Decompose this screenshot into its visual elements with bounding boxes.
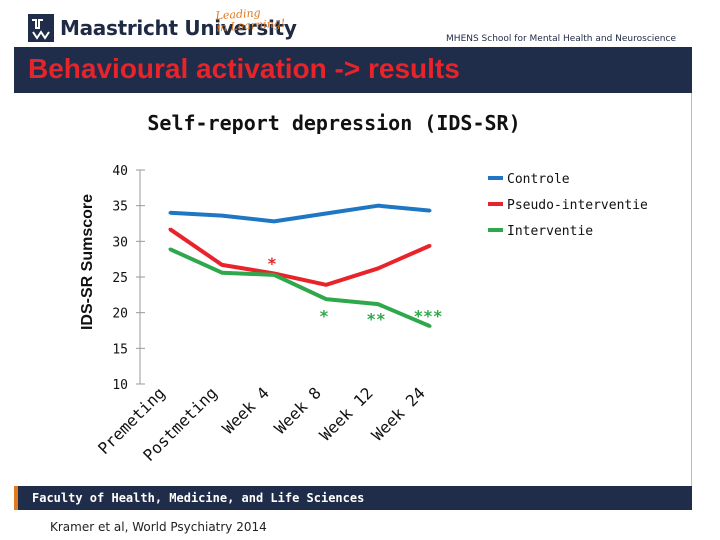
data-point bbox=[272, 219, 276, 223]
y-tick-label: 40 bbox=[112, 164, 128, 179]
y-tick-label: 20 bbox=[112, 307, 128, 322]
x-tick-label: Week 12 bbox=[316, 383, 377, 444]
y-tick-label: 25 bbox=[112, 271, 128, 286]
y-tick-label: 15 bbox=[112, 342, 128, 357]
university-logo bbox=[28, 14, 54, 42]
series-line-1 bbox=[168, 227, 431, 287]
school-name: MHENS School for Mental Health and Neuro… bbox=[446, 34, 676, 44]
footer-accent bbox=[14, 486, 18, 510]
data-point bbox=[376, 204, 380, 208]
significance-marker: * bbox=[319, 307, 329, 326]
university-name: Maastricht University bbox=[60, 16, 297, 40]
x-tick-label: Week 4 bbox=[219, 383, 273, 437]
significance-marker: ** bbox=[366, 310, 385, 329]
slide-title: Behavioural activation -> results bbox=[28, 53, 460, 84]
divider bbox=[691, 93, 692, 490]
y-tick-label: 30 bbox=[112, 235, 128, 250]
series-line-2 bbox=[169, 247, 431, 329]
citation: Kramer et al, World Psychiatry 2014 bbox=[50, 520, 267, 534]
series-line-0 bbox=[169, 203, 431, 224]
data-point bbox=[220, 263, 224, 267]
y-tick-label: 10 bbox=[112, 378, 128, 393]
data-point bbox=[168, 227, 172, 231]
data-point bbox=[324, 297, 328, 301]
y-axis-label: IDS-SR Sumscore bbox=[79, 194, 96, 330]
footer-bar bbox=[14, 486, 692, 510]
data-point bbox=[324, 212, 328, 216]
data-point bbox=[220, 214, 224, 218]
legend-label: Interventie bbox=[507, 224, 593, 239]
data-point bbox=[428, 324, 432, 328]
legend-label: Pseudo-interventie bbox=[507, 198, 648, 213]
data-point bbox=[324, 283, 328, 287]
data-point bbox=[168, 247, 172, 251]
data-point bbox=[428, 209, 432, 213]
data-point bbox=[220, 271, 224, 275]
faculty-name: Faculty of Health, Medicine, and Life Sc… bbox=[32, 491, 365, 505]
data-point bbox=[376, 266, 380, 270]
significance-marker: * bbox=[267, 254, 277, 273]
x-tick-label: Week 24 bbox=[368, 383, 429, 444]
data-point bbox=[272, 273, 276, 277]
y-tick-label: 35 bbox=[112, 200, 128, 215]
line-chart: Self-report depression (IDS-SR) IDS-SR S… bbox=[79, 111, 648, 465]
data-point bbox=[376, 302, 380, 306]
legend-label: Controle bbox=[507, 172, 570, 187]
significance-marker: *** bbox=[414, 307, 443, 326]
chart-title: Self-report depression (IDS-SR) bbox=[147, 111, 520, 135]
data-point bbox=[428, 244, 432, 248]
title-bar bbox=[14, 47, 692, 93]
data-point bbox=[168, 211, 172, 215]
